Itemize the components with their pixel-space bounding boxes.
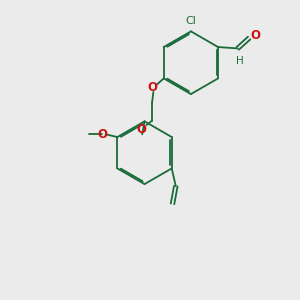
- Text: O: O: [148, 82, 158, 94]
- Text: O: O: [98, 128, 107, 141]
- Text: O: O: [250, 29, 260, 42]
- Text: H: H: [236, 56, 244, 66]
- Text: O: O: [137, 123, 147, 136]
- Text: Cl: Cl: [185, 16, 196, 26]
